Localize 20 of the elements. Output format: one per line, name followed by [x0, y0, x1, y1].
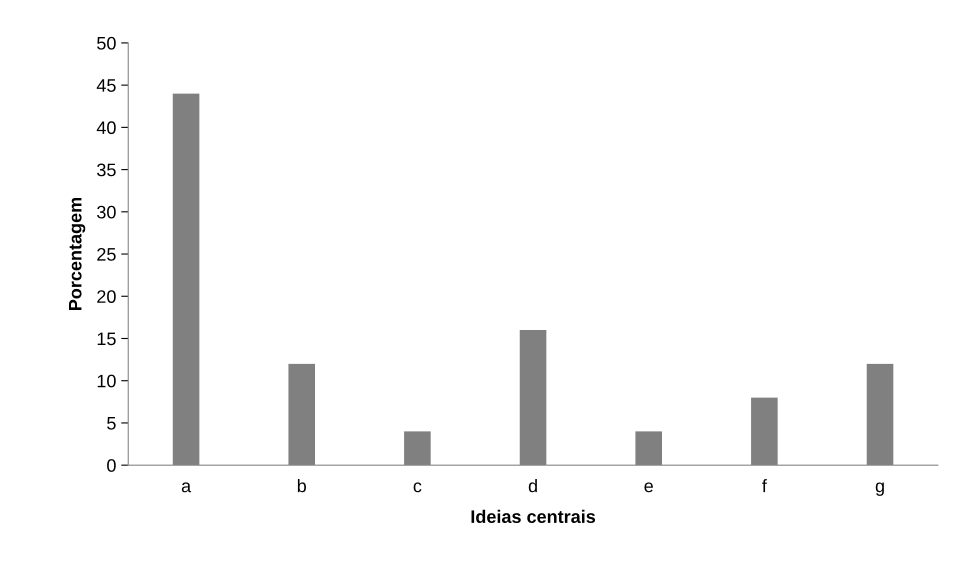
x-tick-label: a: [182, 482, 192, 492]
y-tick-label: 0: [107, 459, 116, 472]
y-tick-label: 45: [96, 79, 116, 92]
x-tick-label: b: [298, 479, 306, 492]
x-tick-label: g: [876, 482, 884, 496]
y-tick-label: 30: [97, 206, 116, 219]
y-tick-label: 25: [97, 248, 116, 261]
y-tick-label: 40: [96, 121, 116, 134]
y-tick-label: 35: [97, 164, 116, 176]
x-tick-label: f: [762, 479, 767, 492]
x-axis-title: Ideias centrais: [472, 510, 596, 524]
y-tick-label: 15: [98, 332, 116, 346]
y-tick-label: 5: [107, 417, 116, 430]
x-tick-label: e: [644, 482, 653, 492]
x-tick-label: d: [528, 479, 537, 492]
y-tick-label: 20: [97, 290, 116, 303]
y-axis-title: Porcentagem: [68, 198, 86, 310]
y-tick-label: 50: [97, 36, 116, 50]
y-tick-label: 10: [98, 374, 116, 388]
x-tick-label: c: [414, 482, 422, 492]
